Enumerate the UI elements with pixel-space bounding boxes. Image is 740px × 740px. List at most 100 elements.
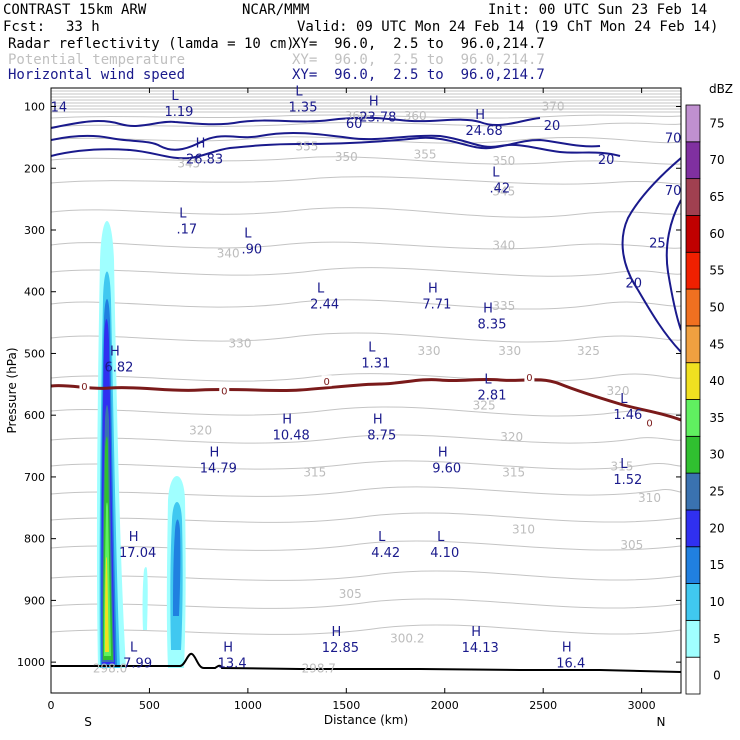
- low-marker: L1.19: [164, 89, 193, 120]
- theta-label: 355: [414, 148, 437, 162]
- theta-label: 298.7: [302, 661, 336, 675]
- svg-text:26.83: 26.83: [186, 153, 223, 168]
- svg-text:1.46: 1.46: [613, 408, 642, 423]
- svg-text:H: H: [475, 108, 485, 123]
- low-marker: L4.42: [371, 530, 400, 561]
- wind-contour-label: 70: [665, 131, 682, 146]
- colorbar-label: 45: [709, 337, 724, 351]
- theta-label: 330: [229, 337, 252, 351]
- y-tick-label: 600: [24, 409, 45, 422]
- colorbar-label: 55: [709, 264, 724, 278]
- theta-label: 300.2: [390, 632, 424, 646]
- svg-text:L: L: [437, 530, 445, 545]
- colorbar-swatch: [685, 619, 701, 658]
- svg-text:H: H: [110, 345, 120, 360]
- colorbar-label: 25: [709, 485, 724, 499]
- svg-text:L: L: [171, 89, 179, 104]
- svg-text:24.68: 24.68: [466, 124, 503, 139]
- field-reflectivity: Radar reflectivity (lamda = 10 cm): [8, 36, 295, 52]
- theta-label: 320: [189, 424, 212, 438]
- svg-text:8.75: 8.75: [367, 429, 396, 444]
- theta-label: 315: [303, 466, 326, 480]
- theta-label: 320: [607, 384, 630, 398]
- init-time: Init: 00 UTC Sun 23 Feb 14: [488, 2, 708, 18]
- svg-text:L: L: [620, 392, 628, 407]
- field-wind: Horizontal wind speed: [8, 67, 186, 83]
- svg-text:L: L: [492, 166, 500, 181]
- y-tick-label: 300: [24, 224, 45, 237]
- svg-text:1.52: 1.52: [613, 473, 642, 488]
- colorbar-label: 75: [709, 116, 724, 130]
- svg-text:2.44: 2.44: [310, 298, 339, 313]
- theta-label: 350: [492, 154, 515, 168]
- y-tick-label: 700: [24, 471, 45, 484]
- terrain-profile: [51, 652, 681, 673]
- y-tick-label: 1000: [17, 656, 45, 669]
- svg-text:7.99: 7.99: [123, 656, 152, 671]
- colorbar-swatch: [685, 141, 701, 180]
- wind-speed-contours: [51, 116, 681, 353]
- svg-text:0: 0: [646, 419, 652, 430]
- svg-text:H: H: [209, 445, 219, 460]
- colorbar-label: 10: [709, 595, 724, 609]
- svg-text:L: L: [484, 372, 492, 387]
- svg-text:9.60: 9.60: [432, 461, 461, 476]
- y-tick-label: 500: [24, 347, 45, 360]
- forecast-label: Fcst:: [3, 19, 46, 35]
- high-marker: H7.71: [422, 282, 451, 313]
- low-marker: L1.35: [289, 85, 318, 116]
- theta-label: 298.0: [93, 661, 127, 675]
- reflectivity-area: [105, 557, 109, 652]
- y-axis-label: Pressure (hPa): [5, 347, 19, 433]
- svg-text:10.48: 10.48: [273, 429, 310, 444]
- svg-text:4.42: 4.42: [371, 546, 400, 561]
- theta-label: 360: [404, 109, 427, 123]
- high-marker: H14.13: [462, 625, 499, 656]
- colorbar-swatch: [685, 435, 701, 474]
- svg-text:H: H: [483, 301, 493, 316]
- svg-text:17.04: 17.04: [119, 546, 156, 561]
- colorbar-label: 65: [709, 190, 724, 204]
- svg-text:0: 0: [526, 373, 532, 384]
- svg-text:14.79: 14.79: [200, 461, 237, 476]
- zero-wind-contour: [51, 377, 681, 422]
- colorbar-label: 5: [713, 632, 721, 646]
- theta-label: 310: [638, 491, 661, 505]
- svg-text:1.31: 1.31: [361, 356, 390, 371]
- colorbar-swatch: [685, 472, 701, 511]
- theta-label: 315: [502, 466, 525, 480]
- x-tick-label: 2000: [431, 699, 459, 712]
- theta-label: 305: [339, 587, 362, 601]
- theta-label: 355: [295, 140, 318, 154]
- svg-text:1.19: 1.19: [164, 105, 193, 120]
- theta-label: 360: [345, 109, 368, 123]
- svg-text:L: L: [295, 85, 303, 100]
- low-marker: L4.10: [430, 530, 459, 561]
- colorbar-swatch: [685, 362, 701, 400]
- theta-label: 330: [498, 344, 521, 358]
- svg-text:8.35: 8.35: [478, 317, 507, 332]
- svg-text:.90: .90: [241, 243, 262, 258]
- low-marker: L2.44: [310, 282, 339, 313]
- theta-label: 330: [418, 344, 441, 358]
- low-marker: L1.46: [613, 392, 642, 423]
- svg-text:7.71: 7.71: [422, 298, 451, 313]
- svg-text:L: L: [378, 530, 386, 545]
- svg-text:H: H: [562, 640, 572, 655]
- svg-text:.42: .42: [490, 182, 511, 197]
- forecast-hour: 33 h: [66, 19, 100, 35]
- colorbar-swatch: [685, 509, 701, 548]
- theta-label: 370: [542, 100, 565, 114]
- svg-text:H: H: [428, 282, 438, 297]
- svg-text:2.81: 2.81: [478, 388, 507, 403]
- field-theta: Potential temperature: [8, 52, 186, 68]
- svg-text:H: H: [196, 137, 206, 152]
- colorbar-swatch: [685, 178, 701, 216]
- theta-label: 345: [177, 156, 200, 170]
- svg-text:H: H: [471, 625, 481, 640]
- north-label: N: [657, 715, 666, 729]
- wind-contour-label: 14: [51, 101, 68, 116]
- colorbar-label: 70: [709, 153, 724, 167]
- svg-text:H: H: [369, 95, 379, 110]
- svg-text:4.10: 4.10: [430, 546, 459, 561]
